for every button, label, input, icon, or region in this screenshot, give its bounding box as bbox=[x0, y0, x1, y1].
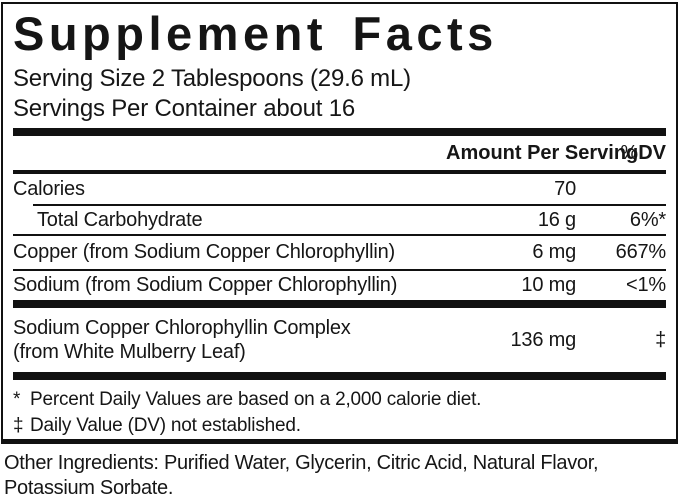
table-row-calories: Calories 70 bbox=[13, 174, 666, 204]
row-dv: <1% bbox=[626, 274, 666, 296]
divider-thick bbox=[13, 128, 666, 136]
divider-thick bbox=[13, 300, 666, 308]
divider-thick bbox=[13, 372, 666, 380]
row-name: Calories bbox=[13, 177, 85, 200]
footnote-marker-double-dagger: ‡ bbox=[13, 415, 24, 436]
footnote-daily-values: * Percent Daily Values are based on a 2,… bbox=[13, 387, 666, 413]
row-amount: 70 bbox=[554, 177, 576, 200]
divider-thin-indented bbox=[33, 204, 666, 206]
divider-thin bbox=[13, 234, 666, 236]
row-name: Total Carbohydrate bbox=[37, 208, 203, 231]
footnotes: * Percent Daily Values are based on a 2,… bbox=[13, 380, 666, 439]
table-row-sodium: Sodium (from Sodium Copper Chlorophyllin… bbox=[13, 271, 666, 300]
header-percent-dv: %DV bbox=[576, 142, 666, 165]
panel-title: Supplement Facts bbox=[13, 7, 498, 60]
row-name: Copper (from Sodium Copper Chlorophyllin… bbox=[13, 241, 395, 263]
row-name-line2: (from White Mulberry Leaf) bbox=[13, 341, 246, 363]
footnote-marker-asterisk: * bbox=[13, 389, 21, 410]
header-percent-sign: % bbox=[620, 142, 639, 164]
footnote-text: Percent Daily Values are based on a 2,00… bbox=[30, 389, 482, 410]
header-amount-per-serving: Amount Per Serving bbox=[446, 142, 639, 164]
other-ingredients: Other Ingredients: Purified Water, Glyce… bbox=[4, 451, 679, 501]
footnote-text: Daily Value (DV) not established. bbox=[30, 415, 301, 436]
servings-per-container: Servings Per Container about 16 bbox=[13, 95, 356, 122]
row-name-line1: Sodium Copper Chlorophyllin Complex bbox=[13, 317, 351, 339]
footnote-dv-not-established: ‡ Daily Value (DV) not established. bbox=[13, 413, 666, 439]
row-name: Sodium (from Sodium Copper Chlorophyllin… bbox=[13, 274, 398, 296]
other-ingredients-line2: Potassium Sorbate. bbox=[4, 477, 174, 499]
row-name: Sodium Copper Chlorophyllin Complex (fro… bbox=[13, 316, 446, 364]
row-amount: 6 mg bbox=[532, 241, 576, 263]
row-amount: 10 mg bbox=[521, 274, 576, 296]
row-amount: 136 mg bbox=[510, 328, 576, 351]
other-ingredients-line1: Other Ingredients: Purified Water, Glyce… bbox=[4, 452, 599, 474]
supplement-facts-panel: Supplement Facts Serving Size 2 Tablespo… bbox=[1, 2, 678, 444]
row-dv-double-dagger: ‡ bbox=[655, 328, 666, 351]
header-dv-label: DV bbox=[638, 142, 666, 164]
row-dv: 667% bbox=[615, 241, 667, 263]
table-row-copper: Copper (from Sodium Copper Chlorophyllin… bbox=[13, 236, 666, 269]
row-amount: 16 g bbox=[537, 208, 576, 231]
table-header-row: Amount Per Serving %DV bbox=[13, 136, 666, 170]
divider-thin bbox=[13, 269, 666, 271]
row-dv: 6%* bbox=[629, 208, 666, 231]
table-row-chlorophyllin-complex: Sodium Copper Chlorophyllin Complex (fro… bbox=[13, 308, 666, 372]
table-row-total-carbohydrate: Total Carbohydrate 16 g 6%* bbox=[13, 206, 666, 234]
serving-size: Serving Size 2 Tablespoons (29.6 mL) bbox=[13, 65, 411, 92]
divider-heavy bbox=[13, 170, 666, 174]
